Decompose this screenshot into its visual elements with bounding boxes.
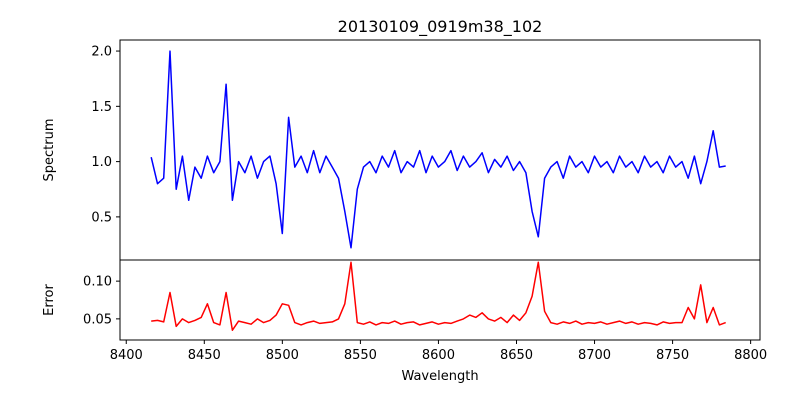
x-tick-label: 8550 [344,348,377,363]
spectrum-axes-frame [119,39,761,261]
x-axis-label: Wavelength [401,369,478,384]
error-y-label: Error [42,284,57,316]
spectrum-panel: 0.5 1.0 1.5 2.0 [91,39,761,261]
chart-title: 20130109_0919m38_102 [338,17,543,37]
x-tick-label: 8450 [188,348,221,363]
spectrum-y-tick-label: 1.5 [91,100,112,115]
spectrum-y-tick-label: 1.0 [91,155,112,170]
error-panel: 0.05 0.10 8400 8450 8500 8550 8600 8650 8700 8750… [83,259,767,363]
x-tick-label: 8700 [578,348,611,363]
spectrum-y-tick-label: 2.0 [91,45,112,60]
error-axes-frame [119,259,761,341]
error-y-tick-label: 0.05 [83,312,112,327]
spectrum-line [150,50,726,249]
x-tick-label: 8400 [110,348,143,363]
error-line [151,261,726,331]
spectrum-y-label: Spectrum [42,119,57,182]
x-tick-label: 8600 [422,348,455,363]
spectrum-y-tick-label: 0.5 [91,210,112,225]
x-tick-label: 8800 [734,348,767,363]
x-tick-label: 8500 [266,348,299,363]
error-y-tick-label: 0.10 [83,275,112,290]
x-tick-label: 8650 [500,348,533,363]
x-tick-label: 8750 [656,348,689,363]
